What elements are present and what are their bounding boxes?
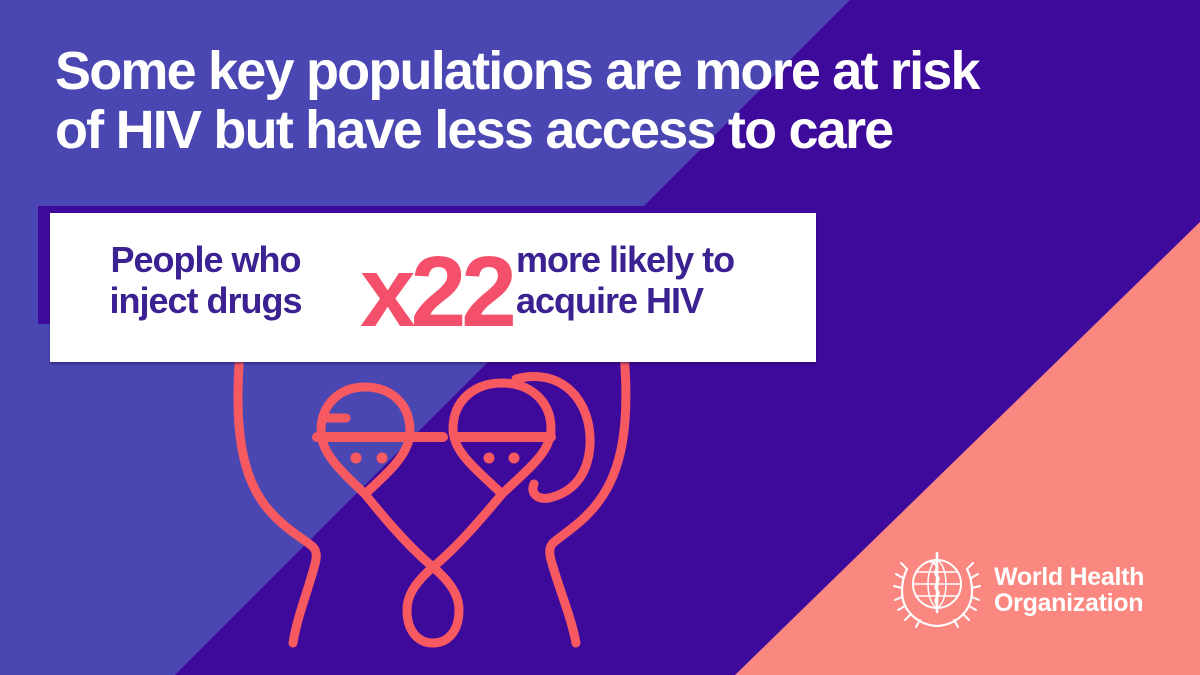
who-branding: World Health Organization	[893, 550, 1144, 630]
sign-outcome-line1: more likely to	[516, 239, 735, 280]
who-wordmark: World Health Organization	[994, 564, 1144, 616]
who-wordmark-line2: Organization	[994, 589, 1144, 617]
ponytail	[511, 372, 595, 503]
left-person-arm-and-body	[233, 347, 321, 648]
who-emblem-icon	[893, 551, 981, 628]
right-person-arm-and-body	[545, 348, 631, 648]
heads-and-crossed-bodies	[316, 378, 556, 648]
headline-line1: Some key populations are more at risk	[55, 41, 981, 101]
eyes	[350, 452, 520, 464]
right-person-eye	[483, 452, 495, 464]
sign-outcome-line2: acquire HIV	[516, 280, 704, 321]
headline-line2: of HIV but have less access to care	[55, 100, 894, 160]
headline: Some key populations are more at risk of…	[55, 41, 981, 160]
sign-subject-text: People who inject drugs	[78, 239, 333, 321]
stat-sign: People who inject drugs x22 more likely …	[50, 213, 816, 362]
right-person-eye	[508, 452, 520, 464]
left-person-eye	[350, 452, 362, 464]
who-wordmark-line1: World Health	[994, 563, 1145, 591]
stat-multiplier: x22	[360, 236, 517, 348]
sign-outcome-text: more likely to acquire HIV	[516, 239, 816, 321]
two-people-illustration	[233, 347, 631, 648]
left-person-eye	[376, 452, 388, 464]
sign-subject-line1: People who	[110, 239, 301, 280]
sign-subject-line2: inject drugs	[109, 280, 302, 321]
